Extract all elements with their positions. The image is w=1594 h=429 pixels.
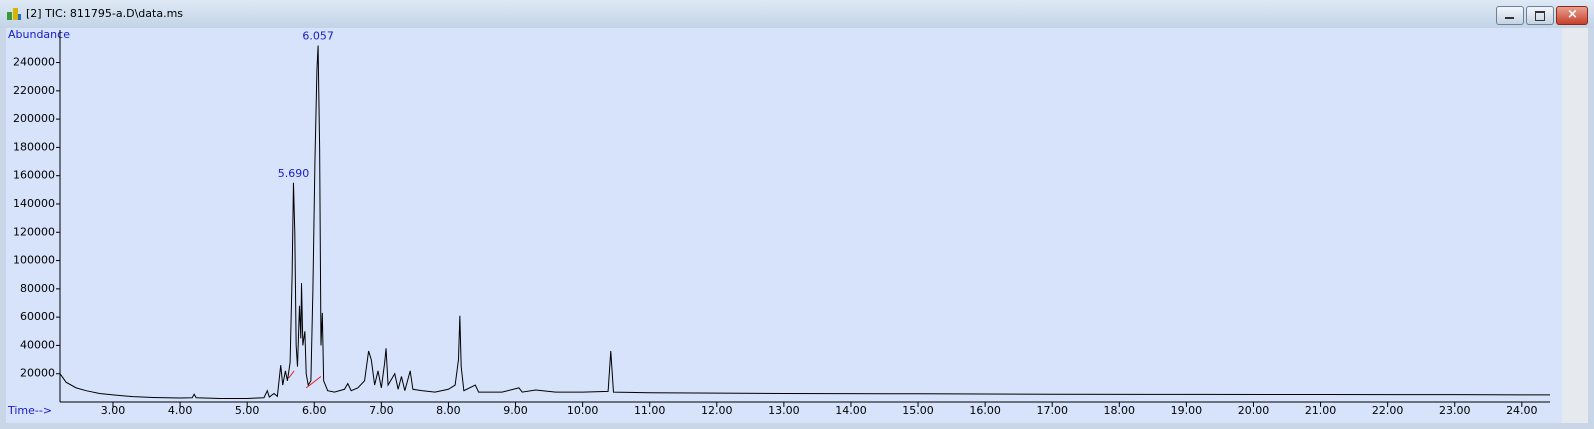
trace	[59, 45, 1551, 399]
x-tick-label: 20.00	[1238, 404, 1270, 417]
window-title: [2] TIC: 811795-a.D\data.ms	[26, 7, 184, 20]
x-tick-label: 24.00	[1506, 404, 1538, 417]
y-tick-label: 60000	[20, 310, 55, 323]
x-tick-label: 3.00	[101, 404, 126, 417]
x-tick-label: 8.00	[436, 404, 461, 417]
x-tick-label: 11.00	[634, 404, 666, 417]
x-tick-label: 4.00	[168, 404, 193, 417]
maximize-button[interactable]	[1526, 6, 1554, 25]
y-tick-label: 40000	[20, 338, 55, 351]
app-icon	[7, 8, 21, 20]
x-tick-label: 22.00	[1372, 404, 1404, 417]
x-tick-label: 10.00	[567, 404, 599, 417]
close-button[interactable]: ×	[1556, 6, 1588, 25]
peak-label: 6.057	[302, 30, 334, 43]
integration-baseline	[288, 370, 295, 379]
plot-background	[6, 28, 1562, 423]
x-tick-label: 7.00	[369, 404, 394, 417]
y-tick-label: 100000	[13, 254, 55, 267]
minimize-button[interactable]	[1496, 6, 1524, 25]
x-axis-label: Time-->	[7, 404, 52, 417]
y-tick-label: 200000	[13, 112, 55, 125]
y-tick-label: 220000	[13, 84, 55, 97]
x-tick-label: 14.00	[835, 404, 867, 417]
peak-label: 5.690	[278, 167, 310, 180]
y-axis-label: Abundance	[8, 28, 70, 41]
x-tick-label: 13.00	[768, 404, 800, 417]
x-tick-label: 9.00	[503, 404, 528, 417]
chart: Abundance Time--> 20000 40000 60000 80000 10…	[6, 28, 1588, 423]
side-panel	[1562, 28, 1588, 423]
x-tick-label: 12.00	[701, 404, 733, 417]
y-tick-label: 160000	[13, 169, 55, 182]
y-tick-label: 80000	[20, 282, 55, 295]
x-tick-label: 18.00	[1104, 404, 1136, 417]
x-tick-label: 21.00	[1305, 404, 1337, 417]
y-tick-label: 180000	[13, 140, 55, 153]
y-tick-label: 20000	[20, 367, 55, 380]
x-tick-label: 23.00	[1439, 404, 1471, 417]
x-tick-label: 17.00	[1036, 404, 1068, 417]
y-tick-label: 240000	[13, 56, 55, 69]
y-tick-label: 140000	[13, 197, 55, 210]
x-tick-label: 19.00	[1171, 404, 1203, 417]
x-tick-label: 5.00	[235, 404, 260, 417]
x-tick-label: 15.00	[902, 404, 934, 417]
title-bar: [2] TIC: 811795-a.D\data.ms ×	[0, 0, 1594, 28]
y-tick-label: 120000	[13, 225, 55, 238]
x-tick-label: 16.00	[969, 404, 1001, 417]
x-tick-label: 6.00	[302, 404, 327, 417]
integration-baseline	[305, 376, 322, 389]
